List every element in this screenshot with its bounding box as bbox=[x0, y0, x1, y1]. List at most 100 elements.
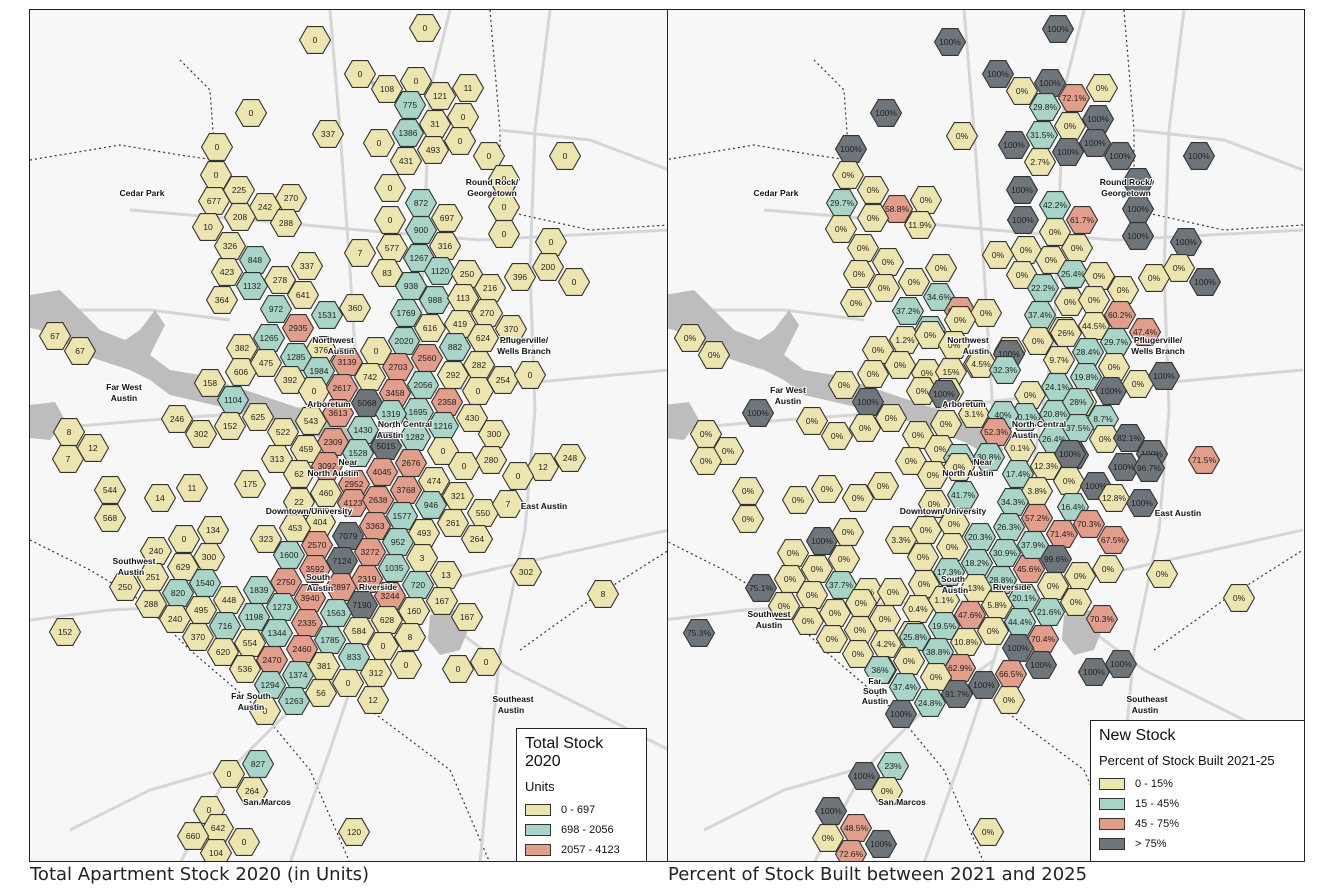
hex-value-label: 28% bbox=[1069, 397, 1086, 407]
hex-shape bbox=[343, 239, 377, 267]
hex-shape bbox=[553, 444, 587, 472]
hex-value-label: 460 bbox=[319, 488, 333, 498]
hex-cell: 4123 bbox=[336, 489, 370, 517]
hex-value-label: 58.8% bbox=[885, 204, 910, 214]
hex-cell: 0% bbox=[1088, 425, 1122, 453]
hex-value-label: 45.6% bbox=[1017, 564, 1042, 574]
hex-value-label: 41.7% bbox=[951, 490, 976, 500]
hex-value-label: 0% bbox=[1071, 243, 1084, 253]
hex-cell: 606 bbox=[224, 358, 258, 386]
hex-shape bbox=[867, 274, 901, 302]
hex-value-label: 0% bbox=[1102, 564, 1115, 574]
hex-cell: 208 bbox=[223, 203, 257, 231]
hex-value-label: 882 bbox=[448, 342, 462, 352]
hex-cell: 113 bbox=[446, 284, 480, 312]
hex-shape bbox=[1023, 301, 1057, 329]
hex-shape bbox=[997, 131, 1031, 159]
hex-value-label: 0% bbox=[792, 495, 805, 505]
hex-value-label: 100% bbox=[1113, 462, 1135, 472]
hex-value-label: 100% bbox=[1057, 147, 1079, 157]
hex-value-label: 0% bbox=[987, 626, 1000, 636]
hex-value-label: 392 bbox=[283, 375, 297, 385]
hex-shape bbox=[192, 543, 226, 571]
hex-value-label: 82.1% bbox=[1117, 433, 1142, 443]
place-label: Austin bbox=[118, 567, 144, 577]
hex-value-label: 0 bbox=[549, 237, 554, 247]
hex-value-label: 16.4% bbox=[1061, 502, 1086, 512]
hex-value-label: 250 bbox=[460, 269, 474, 279]
hex-value-label: 0% bbox=[927, 470, 940, 480]
hex-value-label: 0 bbox=[487, 151, 492, 161]
hex-shape bbox=[1032, 598, 1066, 626]
hex-cell: 0 bbox=[343, 60, 377, 88]
hex-value-label: 15% bbox=[942, 367, 959, 377]
hex-value-label: 0% bbox=[1117, 285, 1130, 295]
hex-shape bbox=[234, 99, 268, 127]
hex-cell: 7 bbox=[51, 445, 85, 473]
hex-shape bbox=[1099, 328, 1133, 356]
hex-shape bbox=[1005, 176, 1039, 204]
hex-cell: 11 bbox=[451, 74, 485, 102]
hex-shape bbox=[876, 752, 910, 780]
hex-shape bbox=[1025, 121, 1059, 149]
hex-cell: 0% bbox=[856, 204, 890, 232]
hex-value-label: 1540 bbox=[196, 578, 215, 588]
hex-shape bbox=[338, 294, 372, 322]
hex-value-label: 61.7% bbox=[1070, 215, 1095, 225]
hex-cell: 1577 bbox=[385, 502, 419, 530]
hex-shape bbox=[871, 248, 905, 276]
hex-value-label: 775 bbox=[403, 100, 417, 110]
hex-cell: 100% bbox=[1078, 129, 1112, 157]
hex-cell: 0% bbox=[916, 461, 950, 489]
hex-cell: 120 bbox=[337, 818, 371, 846]
hex-cell: 29.8% bbox=[1028, 93, 1062, 121]
hex-shape bbox=[992, 513, 1026, 541]
hex-shape bbox=[429, 561, 463, 589]
hex-value-label: 100% bbox=[1087, 114, 1109, 124]
hex-cell: 988 bbox=[418, 286, 452, 314]
hex-cell: 0 bbox=[408, 14, 442, 42]
hex-value-label: 302 bbox=[194, 429, 208, 439]
hex-value-label: 522 bbox=[276, 427, 290, 437]
hex-shape bbox=[1132, 454, 1166, 482]
legend-new-stock: New Stock Percent of Stock Built 2021-25… bbox=[1090, 720, 1304, 861]
hex-shape bbox=[241, 403, 275, 431]
hex-shape bbox=[346, 416, 380, 444]
hex-shape bbox=[795, 581, 829, 609]
place-label: North Austin bbox=[942, 468, 993, 478]
hex-value-label: 0% bbox=[1108, 362, 1121, 372]
hex-value-label: 0 bbox=[377, 138, 382, 148]
hex-value-label: 0% bbox=[917, 552, 930, 562]
hex-shape bbox=[1023, 148, 1057, 176]
hex-value-label: 100% bbox=[1047, 24, 1069, 34]
hex-shape bbox=[800, 555, 834, 583]
hex-shape bbox=[161, 579, 195, 607]
hex-value-label: 24.8% bbox=[918, 698, 943, 708]
legend-item: 2057 - 4123 bbox=[525, 840, 638, 860]
hex-shape bbox=[167, 525, 201, 553]
hex-value-label: 0% bbox=[930, 672, 943, 682]
hex-value-label: 12.3% bbox=[1034, 461, 1059, 471]
hex-shape bbox=[436, 509, 470, 537]
hex-shape bbox=[436, 361, 470, 389]
hex-cell: 0% bbox=[1085, 74, 1119, 102]
hex-value-label: 0% bbox=[878, 283, 891, 293]
hex-shape bbox=[389, 299, 423, 327]
hex-value-label: 606 bbox=[234, 367, 248, 377]
hex-value-label: 100% bbox=[1110, 659, 1132, 669]
hex-value-label: 3244 bbox=[381, 591, 400, 601]
hex-cell: 60.2% bbox=[1103, 301, 1137, 329]
hex-cell: 0% bbox=[844, 589, 878, 617]
hex-value-label: 0% bbox=[920, 195, 933, 205]
hex-cell: 0 bbox=[487, 165, 521, 193]
hex-value-label: 240 bbox=[168, 614, 182, 624]
hex-shape bbox=[143, 484, 177, 512]
hex-value-label: 0% bbox=[700, 429, 713, 439]
hex-value-label: 100% bbox=[1194, 277, 1216, 287]
hex-cell: 0% bbox=[883, 351, 917, 379]
hex-value-label: 108 bbox=[380, 84, 394, 94]
hex-shape bbox=[309, 479, 343, 507]
hex-value-label: 100% bbox=[1188, 151, 1210, 161]
hex-shape bbox=[1016, 531, 1050, 559]
hex-cell: 2750 bbox=[269, 568, 303, 596]
